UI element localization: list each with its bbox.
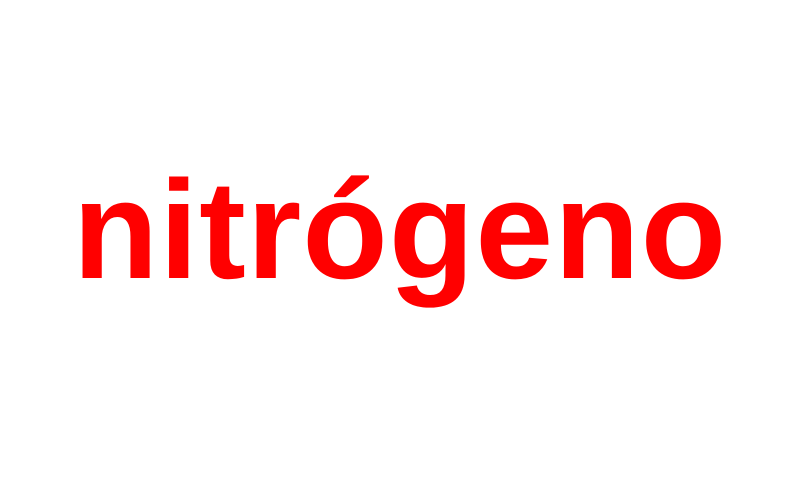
word-text: nitrógeno (72, 151, 728, 308)
